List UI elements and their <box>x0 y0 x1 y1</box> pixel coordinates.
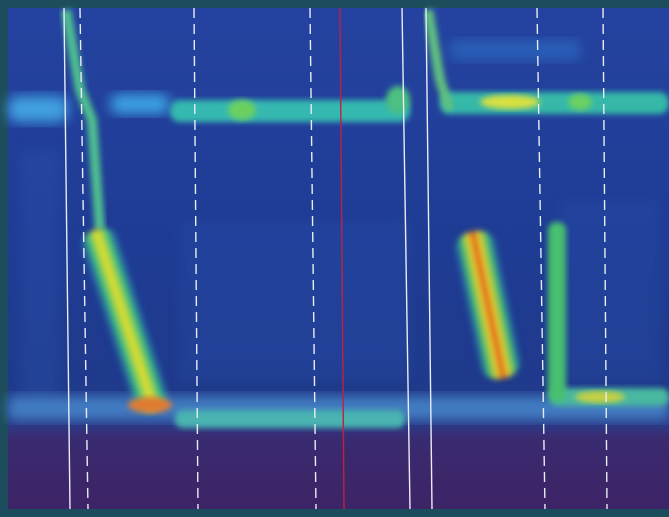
manometry-image <box>0 0 669 517</box>
band-spot <box>386 86 410 114</box>
band-spot <box>575 391 625 403</box>
page: {} <box>0 0 669 517</box>
contraction-tail <box>128 397 172 413</box>
band-segment <box>175 410 405 428</box>
band-segment <box>8 96 68 122</box>
band-segment <box>170 100 410 122</box>
band-spot <box>568 94 592 110</box>
band-segment <box>440 92 669 114</box>
contraction-3 <box>548 222 566 402</box>
band-haze <box>450 40 580 60</box>
texture-band <box>180 220 410 380</box>
band-spot <box>480 95 540 109</box>
texture-band <box>560 200 660 380</box>
band-segment <box>110 94 170 114</box>
texture-band <box>20 150 60 400</box>
band-spot <box>228 100 256 120</box>
